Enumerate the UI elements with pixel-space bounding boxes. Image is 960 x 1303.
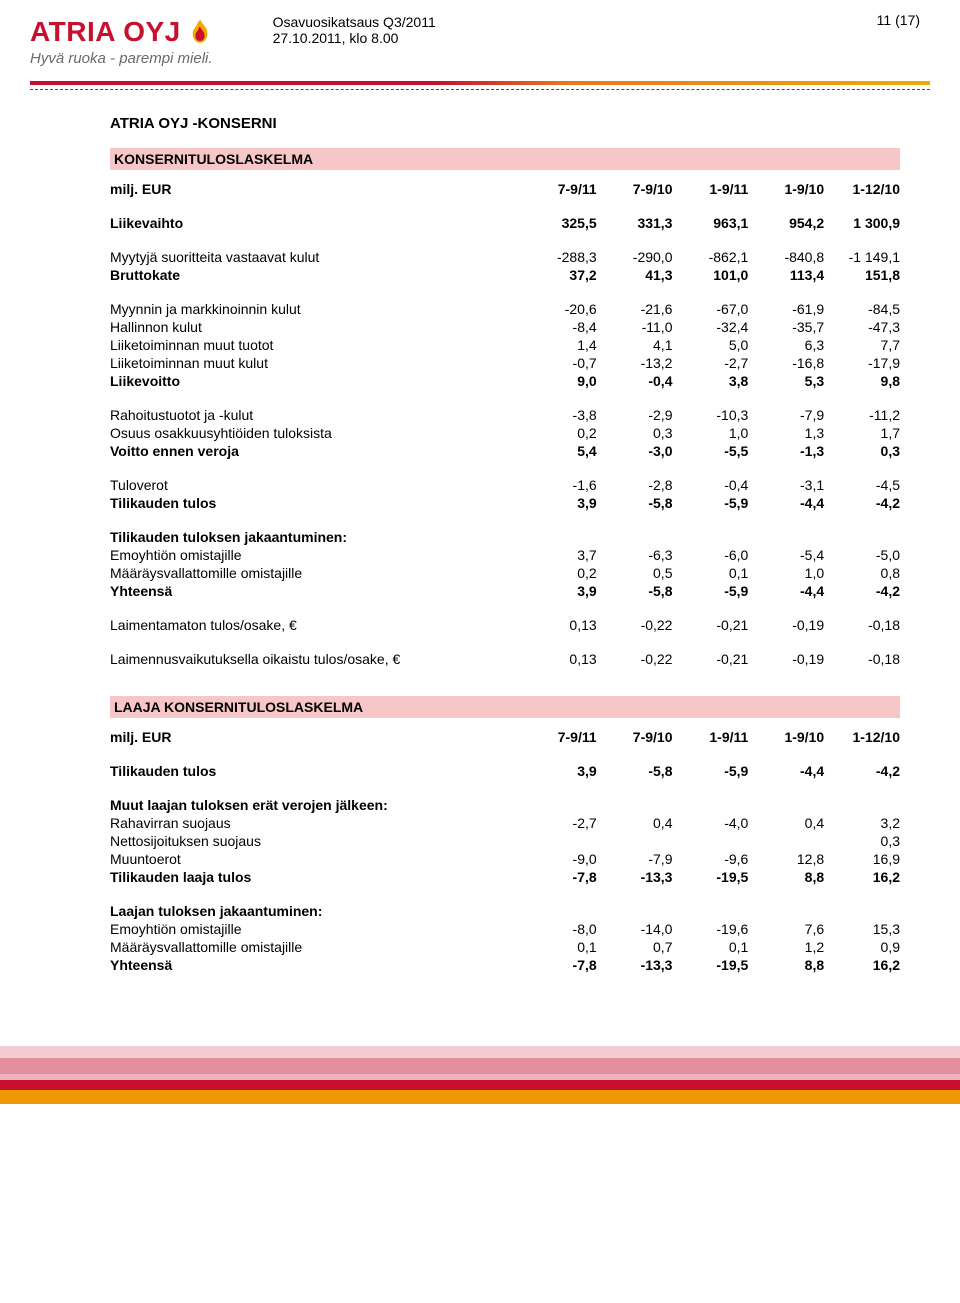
table-row: Yhteensä -7,8 -13,3 -19,5 8,8 16,2 xyxy=(110,956,900,974)
doc-date: 27.10.2011, klo 8.00 xyxy=(273,30,436,46)
table-row: Määräysvallattomille omistajille 0,2 0,5… xyxy=(110,564,900,582)
col-header: 1-9/11 xyxy=(672,180,748,198)
table-row: Määräysvallattomille omistajille 0,1 0,7… xyxy=(110,938,900,956)
col-header: 1-12/10 xyxy=(824,728,900,746)
table-row: Laimentamaton tulos/osake, € 0,13 -0,22 … xyxy=(110,616,900,634)
logo-block: ATRIA OYJ Hyvä ruoka - parempi mieli. xyxy=(30,10,213,67)
table-row: Laimennusvaikutuksella oikaistu tulos/os… xyxy=(110,650,900,668)
table-subheader: Laajan tuloksen jakaantuminen: xyxy=(110,902,900,920)
col-header: 7-9/10 xyxy=(597,728,673,746)
table-row: Liikevoitto 9,0 -0,4 3,8 5,3 9,8 xyxy=(110,372,900,390)
table-row: Voitto ennen veroja 5,4 -3,0 -5,5 -1,3 0… xyxy=(110,442,900,460)
comprehensive-income-table: milj. EUR 7-9/11 7-9/10 1-9/11 1-9/10 1-… xyxy=(110,728,900,974)
col-header: 1-12/10 xyxy=(824,180,900,198)
table-subheader: Tilikauden tuloksen jakaantuminen: xyxy=(110,528,900,546)
table-row: Tilikauden tulos 3,9 -5,8 -5,9 -4,4 -4,2 xyxy=(110,762,900,780)
page-indicator: 11 (17) xyxy=(877,12,920,28)
tagline: Hyvä ruoka - parempi mieli. xyxy=(30,50,213,67)
logo-text: ATRIA OYJ xyxy=(30,16,181,48)
table-row: Bruttokate 37,2 41,3 101,0 113,4 151,8 xyxy=(110,266,900,284)
table-row: Liikevaihto 325,5 331,3 963,1 954,2 1 30… xyxy=(110,214,900,232)
col-header: 7-9/10 xyxy=(597,180,673,198)
table-row: Tuloverot -1,6 -2,8 -0,4 -3,1 -4,5 xyxy=(110,476,900,494)
footer-band xyxy=(0,1090,960,1104)
table-row: Rahavirran suojaus -2,7 0,4 -4,0 0,4 3,2 xyxy=(110,814,900,832)
page-header: ATRIA OYJ Hyvä ruoka - parempi mieli. Os… xyxy=(0,0,960,67)
unit-label: milj. EUR xyxy=(110,728,521,746)
col-header: 7-9/11 xyxy=(521,728,597,746)
table-row: Liiketoiminnan muut tuotot 1,4 4,1 5,0 6… xyxy=(110,336,900,354)
flame-icon xyxy=(189,19,211,45)
col-header: 1-9/10 xyxy=(748,728,824,746)
table-row: Myynnin ja markkinoinnin kulut -20,6 -21… xyxy=(110,300,900,318)
col-header: 1-9/10 xyxy=(748,180,824,198)
table-row: Emoyhtiön omistajille -8,0 -14,0 -19,6 7… xyxy=(110,920,900,938)
table-row: Myytyjä suoritteita vastaavat kulut -288… xyxy=(110,248,900,266)
section1-bar: KONSERNITULOSLASKELMA xyxy=(110,148,900,170)
table-row: Osuus osakkuusyhtiöiden tuloksista 0,2 0… xyxy=(110,424,900,442)
unit-label: milj. EUR xyxy=(110,180,521,198)
header-divider xyxy=(30,81,930,85)
section2-bar: LAAJA KONSERNITULOSLASKELMA xyxy=(110,696,900,718)
col-header: 1-9/11 xyxy=(672,728,748,746)
doc-meta: Osavuosikatsaus Q3/2011 27.10.2011, klo … xyxy=(273,10,436,46)
table-row: Nettosijoituksen suojaus 0,3 xyxy=(110,832,900,850)
doc-title: Osavuosikatsaus Q3/2011 xyxy=(273,14,436,30)
page-footer xyxy=(0,1014,960,1104)
col-header: 7-9/11 xyxy=(521,180,597,198)
table-row: Yhteensä 3,9 -5,8 -5,9 -4,4 -4,2 xyxy=(110,582,900,600)
table-row: Liiketoiminnan muut kulut -0,7 -13,2 -2,… xyxy=(110,354,900,372)
column-header-row: milj. EUR 7-9/11 7-9/10 1-9/11 1-9/10 1-… xyxy=(110,728,900,746)
table-row: Emoyhtiön omistajille 3,7 -6,3 -6,0 -5,4… xyxy=(110,546,900,564)
table-row: Rahoitustuotot ja -kulut -3,8 -2,9 -10,3… xyxy=(110,406,900,424)
section-title: ATRIA OYJ -KONSERNI xyxy=(110,115,900,132)
table-row: Tilikauden laaja tulos -7,8 -13,3 -19,5 … xyxy=(110,868,900,886)
logo: ATRIA OYJ xyxy=(30,16,213,48)
column-header-row: milj. EUR 7-9/11 7-9/10 1-9/11 1-9/10 1-… xyxy=(110,180,900,198)
table-row: Muuntoerot -9,0 -7,9 -9,6 12,8 16,9 xyxy=(110,850,900,868)
income-statement-table: milj. EUR 7-9/11 7-9/10 1-9/11 1-9/10 1-… xyxy=(110,180,900,668)
table-row: Tilikauden tulos 3,9 -5,8 -5,9 -4,4 -4,2 xyxy=(110,494,900,512)
table-row: Hallinnon kulut -8,4 -11,0 -32,4 -35,7 -… xyxy=(110,318,900,336)
content: ATRIA OYJ -KONSERNI KONSERNITULOSLASKELM… xyxy=(0,91,960,974)
table-subheader: Muut laajan tuloksen erät verojen jälkee… xyxy=(110,796,900,814)
